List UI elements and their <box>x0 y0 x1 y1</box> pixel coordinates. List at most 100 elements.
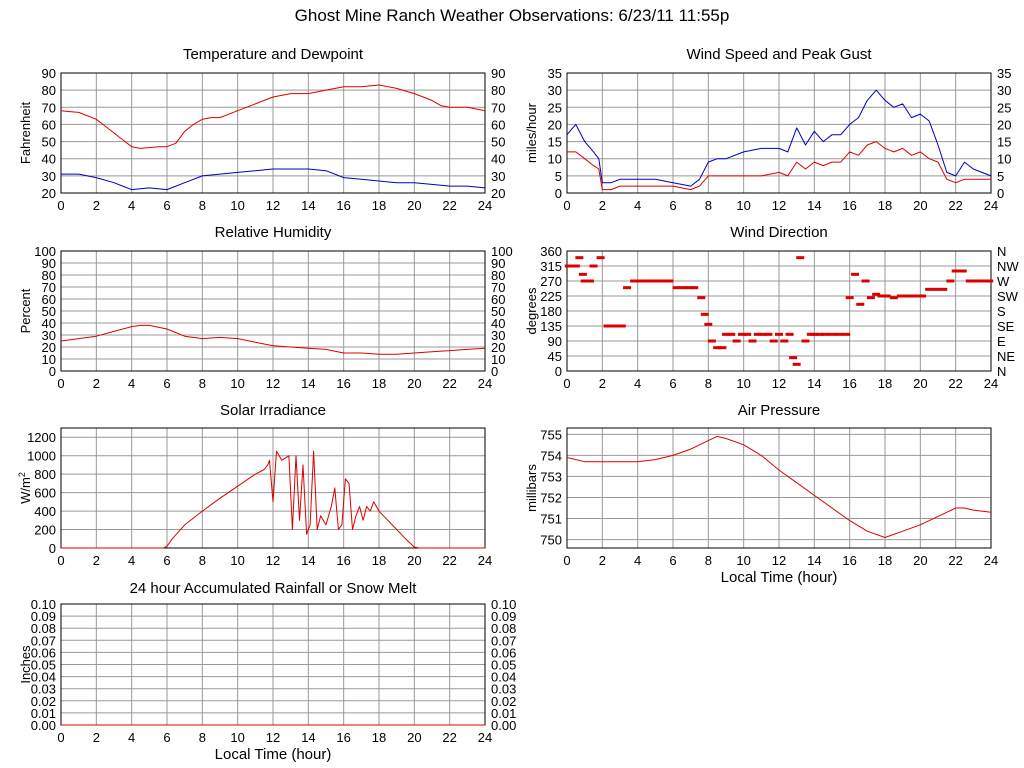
y-tick-label: 20 <box>42 340 56 355</box>
chart-title: Temperature and Dewpoint <box>183 46 364 63</box>
y-tick-label: 90 <box>548 334 562 349</box>
direction-point <box>985 279 994 283</box>
y-tick-label: 0 <box>555 364 562 379</box>
right-tick-label: 60 <box>491 292 505 307</box>
x-tick-label: 6 <box>163 376 170 391</box>
x-tick-label: 14 <box>301 198 315 213</box>
x-tick-label: 12 <box>772 376 786 391</box>
direction-point <box>925 287 934 291</box>
y-tick-label: 751 <box>540 512 562 527</box>
y-tick-label: 0 <box>49 541 56 556</box>
direction-point <box>658 279 667 283</box>
direction-point <box>651 279 660 283</box>
direction-point <box>727 332 736 336</box>
right-tick-label: 0.08 <box>491 621 516 636</box>
y-tick-label: 0.04 <box>31 670 56 685</box>
x-tick-label: 18 <box>878 198 892 213</box>
chart-title: Air Pressure <box>738 402 821 419</box>
x-tick-label: 12 <box>772 553 786 568</box>
x-tick-label: 2 <box>599 376 606 391</box>
direction-point <box>877 294 886 298</box>
y-tick-label: 50 <box>42 135 56 150</box>
right-tick-label: 0.02 <box>491 694 516 709</box>
y-tick-label: 15 <box>548 135 562 150</box>
direction-point <box>856 302 865 306</box>
direction-point <box>603 324 612 328</box>
direction-point <box>722 332 730 336</box>
x-tick-label: 18 <box>372 376 386 391</box>
direction-point <box>958 269 967 273</box>
right-tick-label: 0 <box>491 364 498 379</box>
x-tick-label: 14 <box>301 730 315 745</box>
right-tick-label: 60 <box>491 117 505 132</box>
compass-label: E <box>997 334 1006 349</box>
x-axis-label: Local Time (hour) <box>721 569 838 586</box>
x-tick-label: 10 <box>736 198 750 213</box>
direction-point <box>585 279 594 283</box>
x-tick-label: 20 <box>913 553 927 568</box>
x-axis-label: Local Time (hour) <box>215 746 332 763</box>
x-tick-label: 24 <box>984 198 998 213</box>
y-tick-label: 360 <box>540 244 562 259</box>
direction-point <box>965 279 974 283</box>
x-tick-label: 10 <box>736 553 750 568</box>
x-tick-label: 10 <box>230 198 244 213</box>
x-tick-label: 22 <box>442 553 456 568</box>
right-tick-label: 0.05 <box>491 658 516 673</box>
right-tick-label: 0.03 <box>491 682 516 697</box>
direction-point <box>972 279 981 283</box>
direction-point <box>700 312 709 316</box>
y-tick-label: 755 <box>540 427 562 442</box>
x-tick-label: 8 <box>199 376 206 391</box>
plot-frame <box>60 250 486 372</box>
x-tick-label: 0 <box>57 376 64 391</box>
direction-point <box>743 332 752 336</box>
series-dewpoint <box>61 168 486 191</box>
direction-point <box>769 339 778 343</box>
direction-point <box>932 287 941 291</box>
y-axis-label: W/m2 <box>17 472 33 504</box>
x-tick-label: 16 <box>842 376 856 391</box>
x-tick-label: 6 <box>163 198 170 213</box>
right-tick-label: 40 <box>491 152 505 167</box>
compass-label: SW <box>997 289 1019 304</box>
x-tick-label: 4 <box>128 553 135 568</box>
plot-frame <box>60 72 486 194</box>
y-tick-label: 315 <box>540 259 562 274</box>
direction-point <box>637 279 646 283</box>
x-tick-label: 18 <box>372 553 386 568</box>
y-tick-label: 40 <box>42 152 56 167</box>
direction-point <box>828 332 836 336</box>
direction-point <box>684 286 693 290</box>
direction-point <box>889 296 898 300</box>
right-tick-label: 70 <box>491 280 505 295</box>
x-tick-label: 12 <box>266 198 280 213</box>
right-tick-label: 80 <box>491 83 505 98</box>
direction-point <box>596 256 605 260</box>
series-solar-irradiance <box>61 450 485 549</box>
x-tick-label: 18 <box>372 730 386 745</box>
chart-rain: 24 hour Accumulated Rainfall or Snow Mel… <box>18 580 516 763</box>
right-tick-label: 20 <box>997 117 1011 132</box>
x-tick-label: 6 <box>669 198 676 213</box>
y-tick-label: 0.02 <box>31 694 56 709</box>
y-tick-label: 0.03 <box>31 682 56 697</box>
direction-point <box>842 332 851 336</box>
y-tick-label: 90 <box>42 66 56 81</box>
direction-point <box>679 286 688 290</box>
compass-label: S <box>997 304 1006 319</box>
direction-point <box>775 332 783 336</box>
direction-point <box>665 279 674 283</box>
x-tick-label: 0 <box>563 198 570 213</box>
x-tick-label: 6 <box>163 553 170 568</box>
y-tick-label: 0.06 <box>31 645 56 660</box>
direction-point <box>617 324 626 328</box>
direction-point <box>707 339 716 343</box>
x-tick-label: 2 <box>93 376 100 391</box>
y-tick-label: 200 <box>34 523 56 538</box>
y-tick-label: 750 <box>540 533 562 548</box>
y-tick-label: 0 <box>49 364 56 379</box>
right-tick-label: 0 <box>997 186 1004 201</box>
